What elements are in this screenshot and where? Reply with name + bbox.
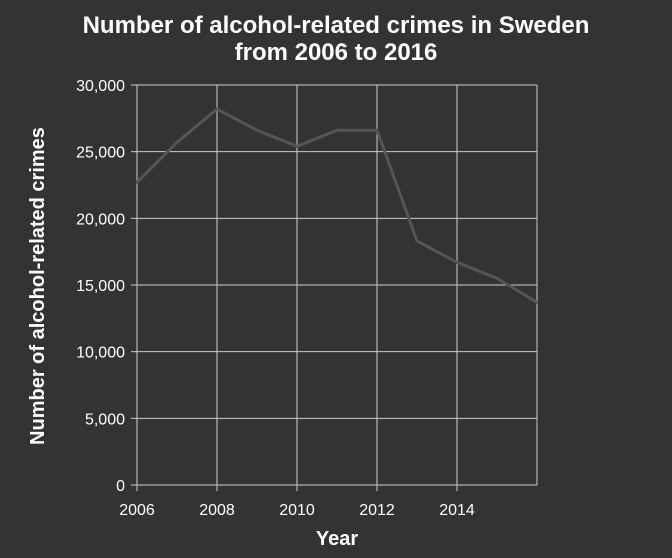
y-tick-label: 15,000: [76, 278, 125, 295]
y-tick-label: 5,000: [85, 411, 125, 428]
series-layer: [135, 107, 539, 304]
data-point: [255, 129, 259, 132]
axes: [131, 84, 458, 491]
y-tick-label: 10,000: [76, 345, 125, 362]
x-tick-label: 2008: [199, 502, 235, 519]
data-point: [215, 107, 219, 111]
y-tick-label: 30,000: [76, 78, 125, 95]
x-axis-label: Year: [316, 528, 358, 550]
series-line: [135, 107, 539, 304]
chart-title-line-1: Number of alcohol-related crimes in Swed…: [83, 12, 590, 39]
chart-title-line-2: from 2006 to 2016: [235, 39, 438, 66]
data-point: [535, 301, 539, 304]
y-tick-label: 20,000: [76, 211, 125, 228]
x-tick-label: 2012: [359, 502, 395, 519]
data-point: [295, 145, 299, 148]
x-tick-label: 2006: [119, 502, 155, 519]
data-point: [455, 261, 459, 264]
y-axis-label: Number of alcohol-related crimes: [27, 127, 49, 445]
data-point: [175, 141, 179, 144]
x-tick-label: 2014: [439, 502, 475, 519]
x-tick-label: 2010: [279, 502, 315, 519]
data-point: [135, 181, 139, 184]
data-point: [335, 129, 339, 132]
grid: [136, 84, 538, 486]
y-tick-label: 0: [116, 478, 125, 495]
data-point: [415, 239, 419, 243]
tick-labels: 0 5,000 10,000 15,000 20,000 25,000 30,000 2006…: [76, 78, 475, 519]
y-tick-label: 25,000: [76, 145, 125, 162]
data-point: [375, 129, 379, 132]
data-point: [495, 277, 499, 280]
